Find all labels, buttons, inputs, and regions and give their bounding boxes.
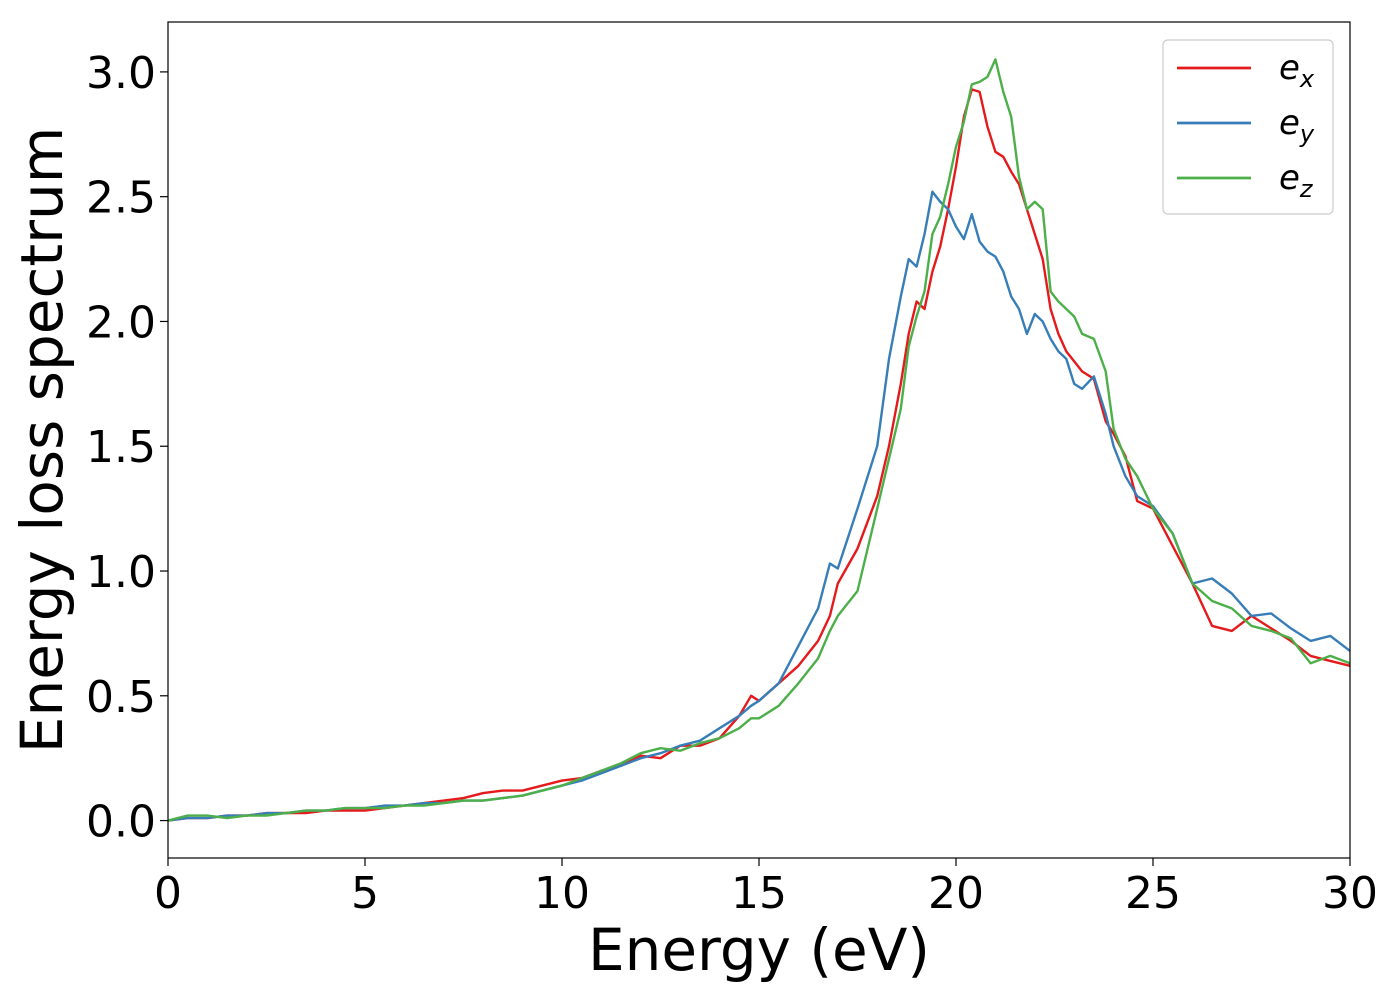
x-axis: 0 5 10 15 20 25 30 [154, 858, 1378, 919]
y-axis: 0.0 0.5 1.0 1.5 2.0 2.5 3.0 [86, 48, 168, 848]
x-axis-label: Energy (eV) [588, 916, 930, 984]
legend-label-subscript: x [1299, 65, 1315, 93]
legend-label: ez [1279, 158, 1314, 203]
y-tick-label: 2.0 [86, 297, 156, 348]
legend-box [1162, 39, 1334, 215]
y-tick-label: 1.5 [86, 422, 156, 473]
legend-label-base: e [1279, 103, 1300, 143]
y-tick-label: 0.5 [86, 672, 156, 723]
legend-label-subscript: z [1299, 175, 1314, 203]
x-tick-label: 25 [1125, 868, 1181, 919]
series-line-ez [167, 58, 1351, 822]
x-tick-label: 10 [534, 868, 590, 919]
legend-label-base: e [1279, 158, 1300, 198]
y-axis-label: Energy loss spectrum [8, 127, 76, 753]
series-layer [167, 58, 1351, 822]
series-line-ey [167, 190, 1351, 822]
y-tick-label: 2.5 [86, 173, 156, 224]
legend-label: ex [1279, 48, 1315, 93]
x-tick-label: 15 [731, 868, 787, 919]
legend-label-base: e [1279, 48, 1300, 88]
x-tick-label: 20 [928, 868, 984, 919]
x-tick-label: 30 [1322, 868, 1378, 919]
y-tick-label: 1.0 [86, 547, 156, 598]
legend-label: ey [1279, 103, 1315, 148]
y-tick-label: 3.0 [86, 48, 156, 99]
y-tick-label: 0.0 [86, 797, 156, 848]
x-tick-label: 0 [154, 868, 182, 919]
x-tick-label: 5 [351, 868, 379, 919]
legend-label-subscript: y [1299, 120, 1315, 148]
